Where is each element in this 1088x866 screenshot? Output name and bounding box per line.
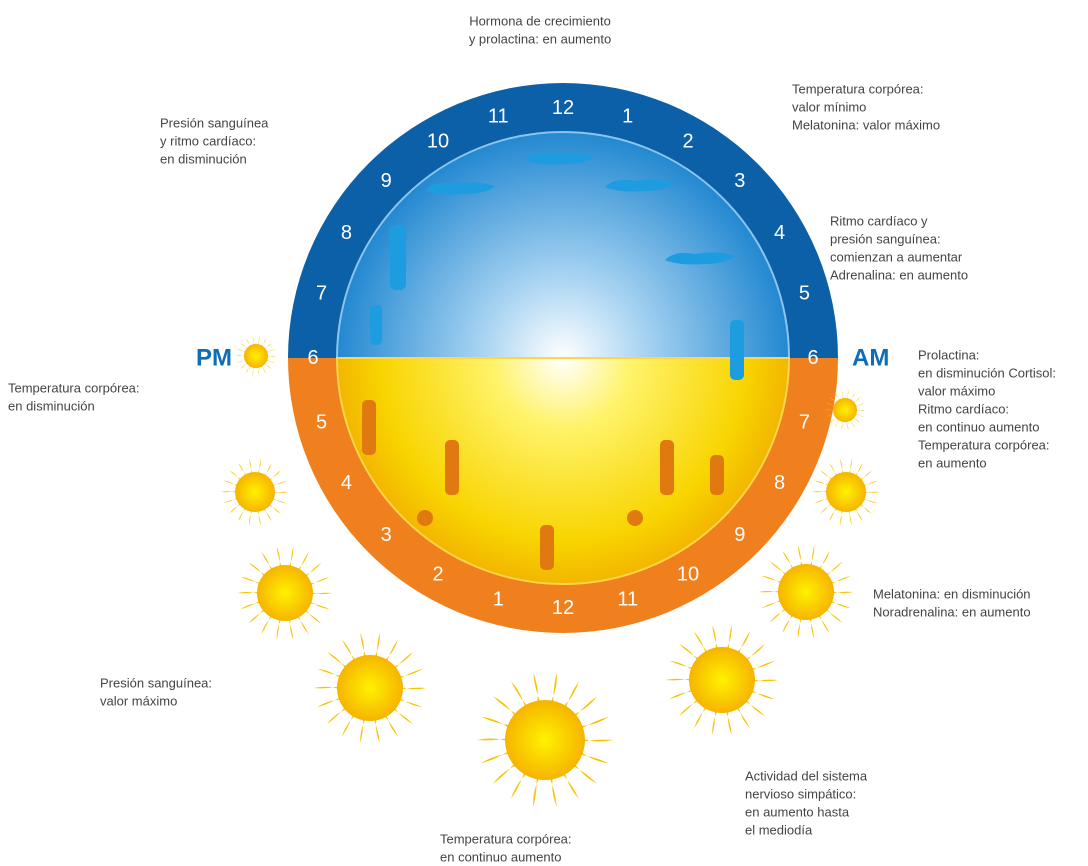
annotation: Ritmo cardíaco y presión sanguínea: comien… — [830, 213, 968, 282]
annotation-line: Presión sanguínea: — [100, 675, 212, 690]
annotation-line: Temperatura corpórea: — [792, 81, 924, 96]
annotation-line: en disminución — [160, 151, 247, 166]
annotation-line: comienzan a aumentar — [830, 249, 963, 264]
annotation-line: presión sanguínea: — [830, 231, 941, 246]
waking-person — [730, 320, 744, 380]
annotation: Prolactina: en disminución Cortisol: valor… — [918, 347, 1056, 470]
hour-label: 6 — [307, 347, 318, 369]
hour-label: 11 — [617, 588, 638, 610]
sun — [758, 545, 853, 639]
hour-label: 11 — [488, 106, 509, 128]
couple — [390, 225, 406, 290]
hour-label: 7 — [799, 412, 810, 434]
hour-label: 12 — [552, 97, 574, 119]
hour-label: 12 — [552, 597, 574, 619]
annotation-line: Temperatura corpórea: — [440, 831, 572, 846]
worker — [660, 440, 674, 495]
sun — [237, 546, 332, 640]
sun — [221, 459, 289, 526]
hour-label: 1 — [493, 588, 504, 610]
annotation-line: en continuo aumento — [918, 419, 1039, 434]
annotation-line: Adrenalina: en aumento — [830, 267, 968, 282]
sun — [812, 459, 880, 526]
sun-disc — [778, 564, 834, 620]
hour-label: 4 — [774, 222, 785, 244]
annotation-line: Ritmo cardíaco: — [918, 401, 1009, 416]
hour-label: 3 — [734, 170, 745, 192]
hour-label: 5 — [316, 412, 327, 434]
sun — [477, 673, 613, 807]
sun-disc — [833, 398, 857, 422]
annotation-line: Temperatura corpórea: — [8, 380, 140, 395]
annotation-line: en continuo aumento — [440, 849, 561, 864]
annotation-line: valor máximo — [918, 383, 995, 398]
seated-person — [540, 525, 554, 570]
reader — [370, 305, 382, 345]
hour-label: 6 — [807, 347, 818, 369]
hour-label: 3 — [381, 524, 392, 546]
sun-disc — [244, 344, 268, 368]
annotation-line: y prolactina: en aumento — [469, 31, 611, 46]
annotation-line: valor máximo — [100, 693, 177, 708]
sun — [314, 633, 426, 743]
annotation-line: nervioso simpático: — [745, 786, 856, 801]
hour-label: 5 — [799, 282, 810, 304]
annotation-line: en aumento hasta — [745, 804, 850, 819]
sun-disc — [689, 647, 755, 713]
annotation: Actividad del sistema nervioso simpático:… — [745, 768, 868, 837]
hour-label: 8 — [341, 222, 352, 244]
annotation-line: en aumento — [918, 455, 987, 470]
annotation-line: Ritmo cardíaco y — [830, 213, 928, 228]
hour-label: 4 — [341, 472, 352, 494]
hour-label: 10 — [677, 564, 699, 586]
hour-label: 2 — [432, 564, 443, 586]
annotation: Temperatura corpórea: valor mínimo Melaton… — [792, 81, 940, 132]
hour-label: 9 — [734, 524, 745, 546]
annotation: Temperatura corpórea: en disminución — [8, 380, 140, 413]
annotation-line: Actividad del sistema — [745, 768, 868, 783]
hour-label: 2 — [682, 130, 693, 152]
annotation-line: en disminución — [8, 398, 95, 413]
annotation-line: Prolactina: — [918, 347, 979, 362]
annotation-line: y ritmo cardíaco: — [160, 133, 256, 148]
sun — [236, 336, 277, 376]
wheelbarrow — [417, 510, 433, 526]
hour-label: 9 — [381, 170, 392, 192]
hour-label: 8 — [774, 472, 785, 494]
annotation: Presión sanguínea y ritmo cardíaco: en dis… — [160, 115, 269, 166]
sun-disc — [235, 472, 275, 512]
annotation: Melatonina: en disminución Noradrenalina:… — [873, 586, 1031, 619]
seated-person — [710, 455, 724, 495]
hour-label: 7 — [316, 282, 327, 304]
sun-disc — [337, 655, 403, 721]
sun — [666, 625, 778, 735]
annotation-line: valor mínimo — [792, 99, 866, 114]
annotation-line: Noradrenalina: en aumento — [873, 604, 1031, 619]
annotation-line: en disminución Cortisol: — [918, 365, 1056, 380]
annotation-line: el mediodía — [745, 822, 813, 837]
runner — [362, 400, 376, 455]
annotation: Presión sanguínea: valor máximo — [100, 675, 212, 708]
worker — [445, 440, 459, 495]
annotation: Hormona de crecimiento y prolactina: en a… — [469, 13, 611, 46]
annotation: Temperatura corpórea: en continuo aumento — [440, 831, 572, 864]
annotation-line: Melatonina: en disminución — [873, 586, 1031, 601]
sun-disc — [257, 565, 313, 621]
sun-disc — [505, 700, 585, 780]
wheelbarrow — [627, 510, 643, 526]
annotation-line: Presión sanguínea — [160, 115, 269, 130]
hour-label: 1 — [622, 106, 633, 128]
annotation-line: Temperatura corpórea: — [918, 437, 1050, 452]
hour-label: 10 — [427, 130, 449, 152]
sun-disc — [826, 472, 866, 512]
am-label: AM — [852, 345, 889, 372]
annotation-line: Hormona de crecimiento — [469, 13, 611, 28]
annotation-line: Melatonina: valor máximo — [792, 117, 940, 132]
pm-label: PM — [196, 345, 232, 372]
diagram: 678910111212345678910111212345 PMAMHormo… — [0, 0, 1088, 866]
